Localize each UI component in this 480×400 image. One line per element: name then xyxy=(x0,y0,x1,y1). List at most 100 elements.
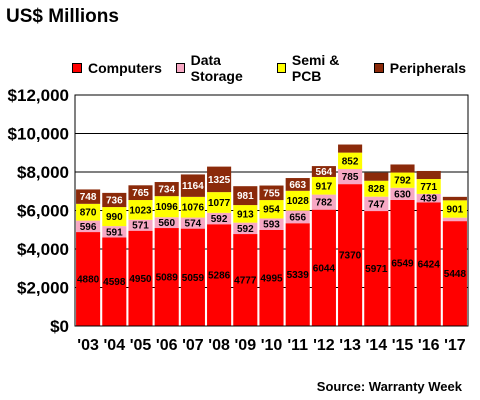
data-label: 4950 xyxy=(129,274,152,285)
bar-data-storage xyxy=(416,193,441,203)
data-label: 593 xyxy=(263,220,280,231)
bar-semi-pcb xyxy=(180,196,205,218)
data-label: 5089 xyxy=(156,273,179,284)
legend-label: Semi & PCB xyxy=(291,52,340,84)
data-label: 954 xyxy=(263,205,280,216)
bar-data-storage xyxy=(285,210,310,224)
bar-data-storage xyxy=(180,217,205,229)
x-tick-label: '16 xyxy=(418,337,440,354)
data-label: 6424 xyxy=(418,260,441,271)
bar-computers xyxy=(207,224,232,326)
x-tick-label: '08 xyxy=(208,337,230,354)
bar-semi-pcb xyxy=(128,200,153,220)
bar-data-storage xyxy=(338,169,363,185)
bar-computers xyxy=(154,228,179,326)
bar-data-storage xyxy=(76,220,101,233)
bar-data-storage xyxy=(390,187,415,200)
bar-semi-pcb xyxy=(390,172,415,188)
data-label: 592 xyxy=(237,224,254,235)
bar-computers xyxy=(233,234,258,326)
bar-data-storage xyxy=(128,219,153,231)
bar-computers xyxy=(416,202,441,326)
bar-data-storage xyxy=(442,217,467,222)
data-label: 663 xyxy=(289,180,306,191)
data-label: 439 xyxy=(420,194,437,205)
data-label: 1325 xyxy=(208,175,231,186)
data-label: 1023 xyxy=(129,205,152,216)
y-tick-label: $4,000 xyxy=(17,240,69,259)
legend-label: Peripherals xyxy=(389,60,466,76)
data-label: 6044 xyxy=(313,263,336,274)
bar-semi-pcb xyxy=(285,190,310,211)
bar-computers xyxy=(102,237,127,326)
legend-swatch xyxy=(277,63,286,73)
x-tick-label: '14 xyxy=(365,337,387,354)
y-tick-label: $12,000 xyxy=(8,86,69,105)
legend-label: Data Storage xyxy=(190,52,243,84)
data-label: 5059 xyxy=(182,273,205,284)
bar-computers xyxy=(442,221,467,326)
bar-peripherals xyxy=(442,196,467,201)
x-tick-label: '12 xyxy=(313,337,335,354)
bar-peripherals xyxy=(259,185,284,201)
legend-swatch xyxy=(72,63,82,73)
legend-item-computers: Computers xyxy=(72,60,162,76)
data-label: 913 xyxy=(237,209,254,220)
bar-semi-pcb xyxy=(102,207,127,227)
bar-peripherals xyxy=(207,166,232,193)
y-tick-label: $10,000 xyxy=(8,125,69,144)
bar-peripherals xyxy=(233,186,258,206)
bar-computers xyxy=(364,211,389,326)
x-tick-label: '13 xyxy=(339,337,361,354)
bar-computers xyxy=(338,184,363,326)
bar-peripherals xyxy=(311,166,336,177)
x-tick-label: '11 xyxy=(287,337,308,354)
bar-peripherals xyxy=(180,174,205,197)
data-label: 1028 xyxy=(287,196,310,207)
data-label: 574 xyxy=(185,219,202,230)
bar-data-storage xyxy=(154,217,179,229)
data-label: 4598 xyxy=(103,277,126,288)
bar-computers xyxy=(285,223,310,326)
bar-computers xyxy=(180,228,205,326)
data-label: 1164 xyxy=(182,181,204,192)
bar-semi-pcb xyxy=(416,179,441,194)
bar-data-storage xyxy=(259,218,284,230)
legend: Computers Data Storage Semi & PCB Periphera… xyxy=(72,52,480,84)
plot-frame xyxy=(74,94,469,327)
bar-semi-pcb xyxy=(311,176,336,195)
bar-semi-pcb xyxy=(259,200,284,219)
bar-semi-pcb xyxy=(364,180,389,197)
data-label: 5448 xyxy=(444,269,467,280)
bar-data-storage xyxy=(207,212,232,225)
x-tick-label: '04 xyxy=(103,337,125,354)
chart-title: US$ Millions xyxy=(6,6,119,27)
data-label: 734 xyxy=(158,185,175,196)
data-label: 4995 xyxy=(260,273,283,284)
data-label: 591 xyxy=(106,227,123,238)
data-label: 1076 xyxy=(182,203,205,214)
data-label: 5286 xyxy=(208,271,231,282)
bar-semi-pcb xyxy=(338,152,363,170)
bar-peripherals xyxy=(285,178,310,191)
bar-computers xyxy=(259,229,284,326)
legend-swatch xyxy=(373,63,384,73)
data-label: 571 xyxy=(132,221,149,232)
data-label: 596 xyxy=(80,222,97,233)
bar-computers xyxy=(76,232,101,326)
data-label: 656 xyxy=(289,212,306,223)
bar-peripherals xyxy=(102,192,127,208)
bar-semi-pcb xyxy=(442,200,467,218)
y-tick-label: $0 xyxy=(50,317,69,336)
bar-peripherals xyxy=(154,182,179,197)
y-tick-label: $6,000 xyxy=(17,202,69,221)
x-tick-label: '17 xyxy=(444,337,466,354)
legend-label: Computers xyxy=(88,60,162,76)
x-tick-label: '09 xyxy=(234,337,256,354)
legend-item-semi-pcb: Semi & PCB xyxy=(277,52,360,84)
y-tick-label: $8,000 xyxy=(17,163,69,182)
data-label: 1096 xyxy=(156,202,179,213)
bar-semi-pcb xyxy=(233,205,258,223)
data-label: 560 xyxy=(158,218,175,229)
